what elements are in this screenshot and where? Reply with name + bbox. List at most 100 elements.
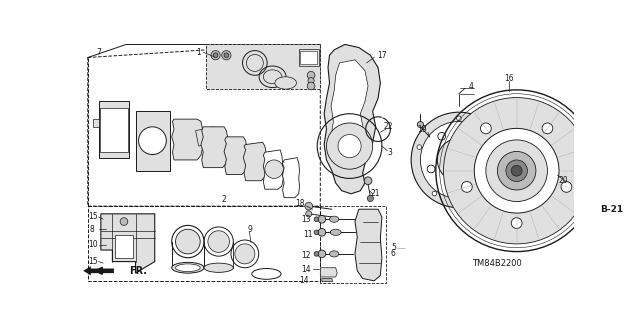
Circle shape [497,152,536,190]
Circle shape [314,217,319,221]
Circle shape [483,165,491,173]
Circle shape [221,51,231,60]
Text: 14: 14 [299,276,308,285]
Polygon shape [243,142,266,181]
Circle shape [455,185,463,193]
Polygon shape [224,137,247,174]
Text: 12: 12 [301,251,311,260]
Text: 16: 16 [504,74,514,83]
Text: 10: 10 [88,240,97,249]
Polygon shape [101,214,155,273]
Circle shape [308,78,314,84]
Text: 22: 22 [383,122,393,131]
Polygon shape [136,111,170,171]
Text: FR.: FR. [129,266,147,276]
Text: 4: 4 [468,82,473,91]
Circle shape [472,132,480,140]
Ellipse shape [330,216,339,222]
Text: 8: 8 [90,225,94,234]
Circle shape [307,82,315,90]
Polygon shape [263,150,284,189]
Ellipse shape [235,244,255,264]
Ellipse shape [246,55,263,71]
Circle shape [451,152,467,168]
Text: 19: 19 [417,125,427,134]
Circle shape [367,195,373,202]
Circle shape [120,218,128,226]
Text: 21: 21 [371,189,381,198]
Polygon shape [299,49,319,66]
Circle shape [338,135,361,158]
Circle shape [481,191,486,196]
Polygon shape [99,101,129,158]
Polygon shape [93,119,99,127]
Ellipse shape [208,231,230,252]
Circle shape [511,218,522,228]
Circle shape [437,138,481,182]
Text: 20: 20 [559,176,568,185]
Bar [320,206,386,283]
Polygon shape [201,127,228,168]
FancyArrow shape [83,266,114,275]
Bar [607,166,614,175]
Circle shape [428,165,435,173]
Polygon shape [283,158,300,198]
Circle shape [318,215,326,223]
Text: 5: 5 [391,243,396,252]
Bar [206,44,320,89]
Circle shape [542,123,553,134]
Bar [88,206,320,281]
Polygon shape [355,209,382,281]
Circle shape [326,123,372,169]
Circle shape [364,177,372,185]
Polygon shape [100,108,128,152]
Polygon shape [331,60,368,165]
Circle shape [318,250,326,258]
Circle shape [307,71,315,79]
Polygon shape [172,119,204,160]
Polygon shape [300,51,317,64]
Text: 3: 3 [387,148,392,157]
Ellipse shape [263,70,282,84]
Text: 17: 17 [377,51,387,60]
Polygon shape [320,268,337,277]
Bar [115,235,133,258]
Text: 15: 15 [88,212,97,221]
Text: 15: 15 [88,257,97,266]
Circle shape [305,202,312,210]
Text: 2: 2 [221,196,227,204]
Circle shape [318,228,326,236]
Circle shape [461,182,472,192]
Circle shape [417,122,424,128]
Circle shape [486,140,547,202]
Ellipse shape [330,229,341,235]
Polygon shape [196,127,216,146]
Text: 11: 11 [303,230,312,239]
Circle shape [474,128,559,213]
Text: 18: 18 [296,199,305,208]
Circle shape [211,51,220,60]
Circle shape [506,160,527,182]
Circle shape [511,165,522,176]
Circle shape [608,168,613,173]
Text: 7: 7 [96,48,101,57]
Ellipse shape [330,251,339,257]
Text: 13: 13 [301,215,311,224]
Circle shape [432,191,436,196]
Circle shape [411,112,507,208]
Circle shape [224,53,228,57]
Circle shape [445,146,473,174]
Circle shape [306,211,312,217]
Ellipse shape [204,263,234,272]
Circle shape [314,230,319,235]
Text: 1: 1 [196,48,201,57]
Circle shape [213,53,218,57]
Circle shape [561,182,572,192]
Circle shape [265,160,284,178]
Circle shape [456,116,461,121]
Text: B-21: B-21 [600,205,623,214]
Ellipse shape [275,77,296,89]
Bar [603,177,620,191]
Ellipse shape [175,229,200,254]
Circle shape [314,252,319,256]
